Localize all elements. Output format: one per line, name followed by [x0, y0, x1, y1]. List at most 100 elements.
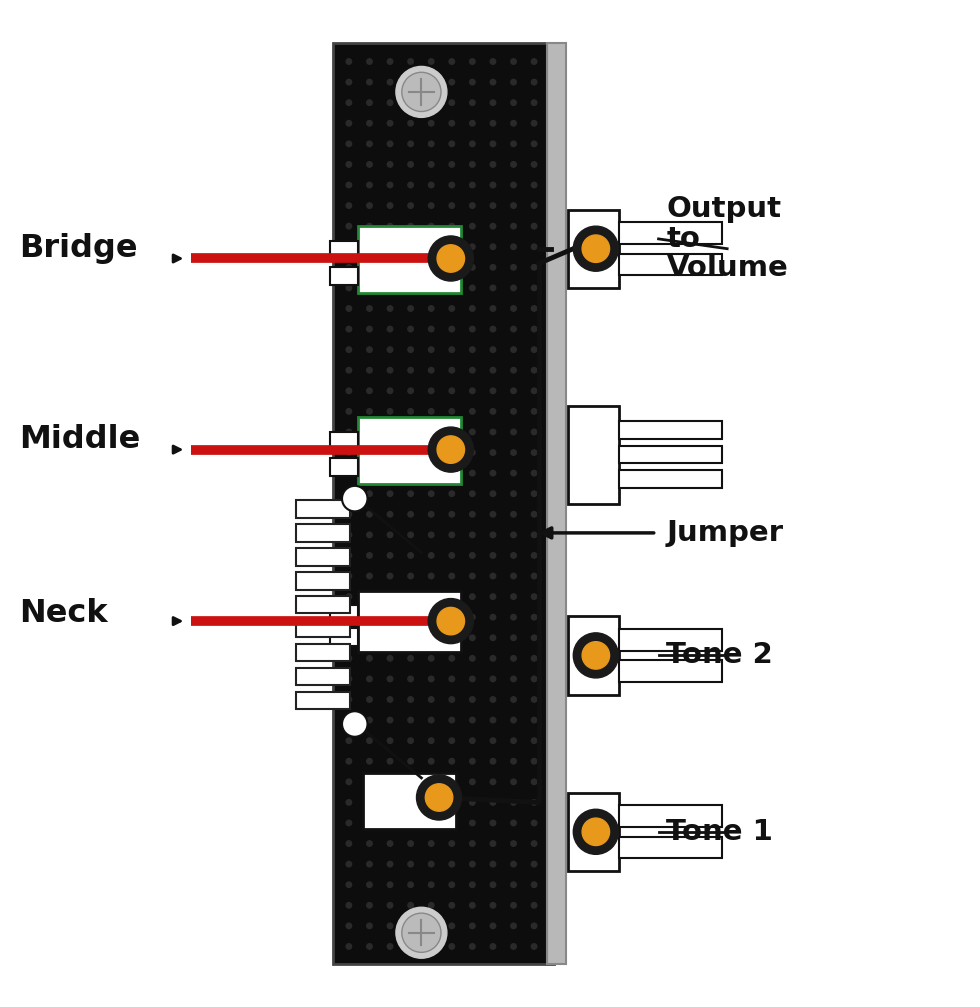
Circle shape — [449, 491, 455, 496]
Circle shape — [469, 265, 475, 270]
Circle shape — [531, 162, 537, 167]
Circle shape — [367, 614, 372, 620]
Circle shape — [449, 265, 455, 270]
Circle shape — [346, 861, 352, 867]
Circle shape — [346, 944, 352, 950]
Circle shape — [531, 265, 537, 270]
Circle shape — [531, 470, 537, 476]
Circle shape — [346, 368, 352, 373]
Circle shape — [511, 532, 516, 538]
Circle shape — [469, 224, 475, 229]
Circle shape — [346, 141, 352, 147]
Circle shape — [346, 512, 352, 517]
Circle shape — [367, 532, 372, 538]
Circle shape — [511, 882, 516, 887]
Circle shape — [511, 738, 516, 743]
Circle shape — [346, 326, 352, 331]
Circle shape — [408, 821, 414, 826]
Circle shape — [511, 635, 516, 640]
Circle shape — [367, 800, 372, 806]
Circle shape — [346, 470, 352, 476]
Circle shape — [428, 224, 434, 229]
Circle shape — [449, 758, 455, 764]
Circle shape — [428, 141, 434, 147]
Circle shape — [582, 235, 610, 263]
Circle shape — [531, 182, 537, 187]
Circle shape — [367, 265, 372, 270]
Circle shape — [469, 100, 475, 106]
Bar — [619, 223, 722, 244]
Circle shape — [449, 388, 455, 394]
Circle shape — [428, 697, 434, 702]
Circle shape — [428, 450, 434, 455]
Circle shape — [408, 697, 414, 702]
Circle shape — [346, 614, 352, 620]
Circle shape — [428, 162, 434, 167]
Circle shape — [408, 121, 414, 126]
Circle shape — [408, 738, 414, 743]
Circle shape — [346, 450, 352, 455]
Circle shape — [387, 346, 393, 352]
Circle shape — [511, 656, 516, 661]
Circle shape — [531, 141, 537, 147]
Circle shape — [387, 202, 393, 208]
Circle shape — [469, 573, 475, 579]
Circle shape — [490, 80, 496, 85]
Bar — [330, 458, 358, 476]
Circle shape — [469, 368, 475, 373]
Circle shape — [408, 80, 414, 85]
Circle shape — [387, 285, 393, 291]
Bar — [619, 421, 722, 439]
Circle shape — [531, 821, 537, 826]
Circle shape — [469, 635, 475, 640]
Circle shape — [387, 697, 393, 702]
Circle shape — [449, 58, 455, 64]
Circle shape — [531, 202, 537, 208]
Bar — [333, 43, 554, 964]
Circle shape — [408, 100, 414, 106]
Circle shape — [490, 656, 496, 661]
Circle shape — [387, 758, 393, 764]
Circle shape — [367, 676, 372, 682]
Circle shape — [449, 841, 455, 846]
Circle shape — [531, 532, 537, 538]
Circle shape — [449, 902, 455, 908]
Circle shape — [511, 821, 516, 826]
Circle shape — [428, 236, 473, 281]
Circle shape — [428, 779, 434, 784]
Circle shape — [346, 80, 352, 85]
Text: Tone 1: Tone 1 — [666, 818, 773, 846]
Circle shape — [531, 923, 537, 928]
Circle shape — [408, 573, 414, 579]
Circle shape — [387, 470, 393, 476]
Circle shape — [367, 821, 372, 826]
Circle shape — [367, 100, 372, 106]
Circle shape — [367, 697, 372, 702]
Circle shape — [511, 594, 516, 599]
Circle shape — [449, 573, 455, 579]
Circle shape — [490, 121, 496, 126]
Circle shape — [428, 265, 434, 270]
Circle shape — [367, 141, 372, 147]
Circle shape — [346, 429, 352, 435]
Circle shape — [490, 100, 496, 106]
Circle shape — [346, 346, 352, 352]
Circle shape — [408, 944, 414, 950]
Circle shape — [531, 800, 537, 806]
Circle shape — [531, 285, 537, 291]
Circle shape — [408, 429, 414, 435]
Circle shape — [490, 861, 496, 867]
Circle shape — [490, 841, 496, 846]
Circle shape — [469, 409, 475, 414]
Circle shape — [531, 635, 537, 640]
Circle shape — [428, 676, 434, 682]
Circle shape — [428, 244, 434, 250]
Circle shape — [428, 861, 434, 867]
Circle shape — [402, 73, 441, 112]
Circle shape — [428, 614, 434, 620]
Circle shape — [428, 882, 434, 887]
Circle shape — [408, 162, 414, 167]
Circle shape — [531, 346, 537, 352]
Circle shape — [469, 697, 475, 702]
Circle shape — [428, 512, 434, 517]
